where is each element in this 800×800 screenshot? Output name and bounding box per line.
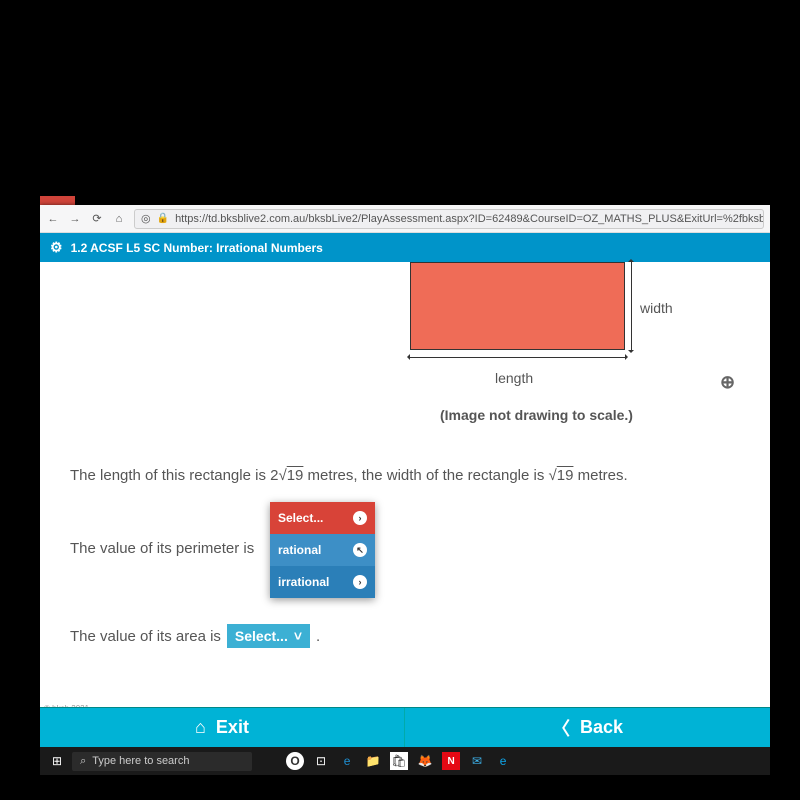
dropdown-option-rational[interactable]: rational ↖	[270, 534, 375, 566]
length-arrow	[410, 357, 625, 358]
dropdown-placeholder[interactable]: Select... ›	[270, 502, 375, 534]
url-text: https://td.bksblive2.com.au/bksbLive2/Pl…	[175, 213, 764, 225]
perimeter-dropdown-open: Select... › rational ↖ irrational ›	[270, 502, 375, 598]
cursor-icon: ↖	[353, 543, 367, 557]
ie-icon[interactable]: e	[338, 752, 356, 770]
netflix-icon[interactable]: N	[442, 752, 460, 770]
windows-taskbar: ⊞ ⌕ Type here to search O ⊡ e 📁 🛍 🦊 N ✉ …	[40, 747, 770, 775]
back-button[interactable]: 〈 Back	[405, 708, 770, 747]
length-label: length	[495, 370, 533, 386]
active-tab-indicator	[40, 196, 75, 205]
zoom-in-icon[interactable]: ⊕	[720, 372, 735, 393]
width-arrow	[631, 262, 632, 350]
question-area: The value of its area is Select... ˅ .	[70, 624, 320, 648]
browser-nav-bar: ← → ⟳ ⌂ ◎ 🔒 https://td.bksblive2.com.au/…	[40, 205, 770, 233]
url-bar[interactable]: ◎ 🔒 https://td.bksblive2.com.au/bksbLive…	[134, 209, 764, 229]
footer-bar: ⌂ Exit 〈 Back	[40, 707, 770, 747]
taskbar-search[interactable]: ⌕ Type here to search	[72, 752, 252, 771]
edge-icon[interactable]: e	[494, 752, 512, 770]
taskbar-icons: O ⊡ e 📁 🛍 🦊 N ✉ e	[286, 752, 512, 770]
area-dropdown[interactable]: Select... ˅	[227, 624, 310, 648]
assessment-title: 1.2 ACSF L5 SC Number: Irrational Number…	[71, 241, 323, 255]
period: .	[316, 628, 320, 645]
forward-icon[interactable]: →	[68, 213, 82, 225]
firefox-icon[interactable]: 🦊	[416, 752, 434, 770]
content-area: width length ⊕ (Image not drawing to sca…	[40, 262, 770, 775]
search-placeholder: Type here to search	[92, 755, 189, 767]
windows-start-icon[interactable]: ⊞	[46, 754, 68, 768]
width-label: width	[640, 300, 673, 316]
cortana-circle-icon[interactable]: O	[286, 752, 304, 770]
shield-icon: ◎	[141, 212, 151, 225]
reload-icon[interactable]: ⟳	[90, 212, 104, 225]
chevron-right-icon: ›	[353, 575, 367, 589]
assessment-header: ⚙ 1.2 ACSF L5 SC Number: Irrational Numb…	[40, 233, 770, 262]
gear-icon[interactable]: ⚙	[50, 239, 63, 256]
search-icon: ⌕	[80, 755, 86, 768]
mail-icon[interactable]: ✉	[468, 752, 486, 770]
file-explorer-icon[interactable]: 📁	[364, 752, 382, 770]
back-icon[interactable]: ←	[46, 213, 60, 225]
exit-button[interactable]: ⌂ Exit	[40, 708, 405, 747]
scale-note: (Image not drawing to scale.)	[440, 407, 633, 423]
chevron-right-icon: ›	[353, 511, 367, 525]
chevron-down-icon: ˅	[294, 628, 302, 644]
dropdown-option-irrational[interactable]: irrational ›	[270, 566, 375, 598]
chevron-left-icon: 〈	[552, 715, 570, 741]
question-perimeter: The value of its perimeter is	[70, 540, 254, 557]
lock-icon: 🔒	[157, 213, 169, 224]
question-dimensions: The length of this rectangle is 2√19 met…	[70, 467, 628, 484]
task-view-icon[interactable]: ⊡	[312, 752, 330, 770]
rectangle-shape	[410, 262, 625, 350]
browser-window: ← → ⟳ ⌂ ◎ 🔒 https://td.bksblive2.com.au/…	[40, 205, 770, 775]
home-icon: ⌂	[195, 717, 206, 738]
home-icon[interactable]: ⌂	[112, 213, 126, 225]
store-icon[interactable]: 🛍	[390, 752, 408, 770]
